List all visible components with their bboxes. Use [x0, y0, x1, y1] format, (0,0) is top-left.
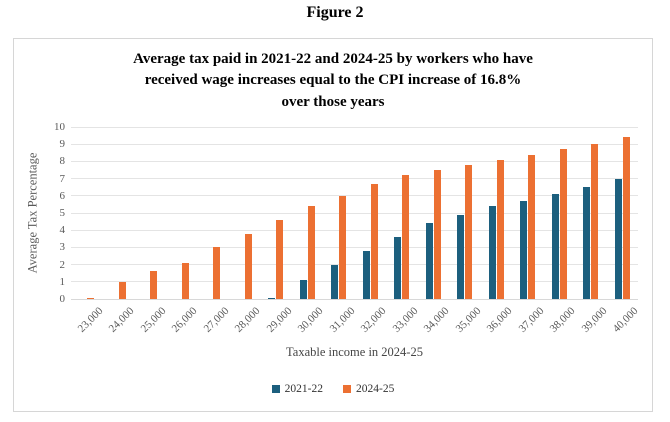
bar-2024-25	[244, 233, 252, 299]
y-tick-label: 4	[59, 224, 66, 237]
legend: 2021-22 2024-25	[14, 383, 652, 395]
bar-2021-22	[457, 214, 465, 299]
legend-swatch-2024-25	[343, 385, 351, 393]
legend-label-2021-22: 2021-22	[284, 383, 323, 395]
bar-2024-25	[339, 195, 347, 299]
chart-title-line-3: over those years	[281, 93, 385, 110]
x-tick-label: 35,000	[453, 305, 484, 335]
bar-2021-22	[394, 237, 402, 299]
x-tick-label: 30,000	[295, 305, 326, 335]
bar-2021-22	[488, 206, 496, 299]
y-tick-label: 2	[59, 258, 66, 271]
gridline	[71, 126, 638, 128]
x-tick-label: 36,000	[484, 305, 515, 335]
bar-2024-25	[402, 175, 410, 299]
x-tick-label: 29,000	[264, 305, 295, 335]
x-tick-label: 40,000	[610, 305, 641, 335]
gridline	[71, 178, 638, 180]
bar-2024-25	[307, 206, 315, 299]
x-tick-label: 33,000	[390, 305, 421, 335]
bar-2021-22	[583, 187, 591, 299]
bar-2024-25	[181, 262, 189, 299]
bar-2024-25	[118, 281, 126, 299]
y-tick-label: 8	[59, 155, 66, 168]
bar-2024-25	[591, 144, 599, 299]
bar-2021-22	[520, 200, 528, 299]
y-tick-label: 3	[59, 241, 66, 254]
chart-title-line-1: Average tax paid in 2021-22 and 2024-25 …	[133, 51, 533, 67]
gridline	[71, 143, 638, 145]
bar-2024-25	[150, 271, 158, 299]
x-tick-label: 31,000	[327, 305, 358, 335]
x-tick-label: 32,000	[358, 305, 389, 335]
bar-2024-25	[496, 159, 504, 299]
x-tick-label: 26,000	[169, 305, 200, 335]
y-tick-label: 7	[59, 172, 66, 185]
chart-title: Average tax paid in 2021-22 and 2024-25 …	[44, 49, 622, 113]
y-tick-label: 6	[59, 189, 66, 202]
y-tick-label: 0	[59, 293, 66, 305]
x-tick-label: 37,000	[516, 305, 547, 335]
gridline	[71, 212, 638, 214]
gridline	[71, 281, 638, 283]
bar-2024-25	[559, 149, 567, 299]
y-tick-label: 10	[54, 121, 65, 133]
bar-2024-25	[528, 154, 536, 299]
bar-2024-25	[213, 247, 221, 299]
gridline	[71, 229, 638, 231]
bar-2021-22	[299, 280, 307, 299]
x-tick-label: 39,000	[579, 305, 610, 335]
figure-caption: Figure 2	[306, 4, 364, 21]
plot-area: Average Tax Percentage 0 1 2 3 4 5 6 7 8 9 10 23,00…	[26, 121, 641, 335]
y-tick-label: 5	[59, 207, 66, 219]
x-tick-label: 38,000	[547, 305, 578, 335]
bar-2024-25	[433, 170, 441, 299]
x-tick-label: 34,000	[421, 305, 452, 335]
bar-2024-25	[87, 298, 95, 299]
gridline	[71, 298, 638, 300]
bar-2024-25	[276, 219, 284, 299]
gridline	[71, 195, 638, 197]
gridline	[71, 160, 638, 162]
gridline	[71, 264, 638, 266]
legend-swatch-2021-22	[271, 385, 280, 393]
y-tick-label: 1	[59, 275, 66, 288]
x-tick-label: 25,000	[138, 305, 169, 335]
x-tick-label: 27,000	[201, 305, 232, 335]
x-tick-label: 24,000	[106, 305, 137, 335]
x-axis-title: Taxable income in 2024-25	[286, 345, 423, 359]
bar-2021-22	[614, 178, 622, 299]
gridline	[71, 246, 638, 248]
bar-2021-22	[268, 297, 276, 299]
bar-2021-22	[331, 264, 339, 299]
chart-title-line-2: received wage increases equal to the CPI…	[144, 72, 522, 89]
x-tick-label: 23,000	[75, 305, 106, 335]
bar-2024-25	[622, 137, 630, 299]
chart-container: Average tax paid in 2021-22 and 2024-25 …	[13, 38, 653, 412]
legend-item-2021-22: 2021-22	[271, 383, 323, 395]
y-tick-label: 9	[59, 138, 66, 151]
legend-item-2024-25: 2024-25	[343, 383, 394, 395]
bar-2024-25	[465, 164, 473, 299]
bar-2021-22	[425, 223, 433, 299]
bar-2021-22	[551, 194, 559, 299]
x-tick-label: 28,000	[232, 305, 263, 335]
bar-2021-22	[362, 250, 370, 299]
bar-2024-25	[370, 183, 378, 299]
legend-label-2024-25: 2024-25	[356, 383, 395, 395]
